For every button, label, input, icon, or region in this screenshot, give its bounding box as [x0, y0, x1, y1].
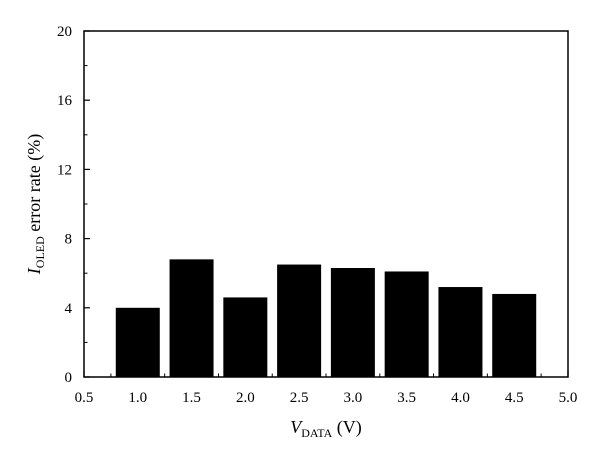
x-tick-label: 3.5 [397, 390, 416, 406]
bar [438, 287, 483, 377]
x-tick-label: 1.5 [182, 390, 201, 406]
y-axis-label-main: I [24, 267, 44, 275]
x-axis-label-unit: (V) [332, 417, 362, 438]
y-tick-label: 20 [57, 24, 72, 40]
x-axis-label-main: V [290, 417, 303, 437]
ticks-group [83, 30, 569, 378]
y-tick-label: 12 [57, 162, 72, 178]
bar [330, 268, 375, 377]
bar [115, 307, 160, 377]
bar [223, 297, 268, 377]
x-tick-label: 4.0 [451, 390, 470, 406]
x-tick-label: 0.5 [75, 390, 94, 406]
bar [277, 264, 322, 377]
y-tick-labels: 0 4 8 12 16 20 [57, 24, 73, 386]
y-tick-label: 0 [65, 370, 73, 386]
y-tick-label: 4 [65, 301, 73, 317]
y-axis-label-unit: error rate (%) [24, 134, 45, 236]
x-tick-label: 1.0 [128, 390, 147, 406]
x-tick-label: 2.5 [290, 390, 309, 406]
bars-group [115, 259, 537, 377]
bar [384, 271, 429, 377]
x-axis-label-sub: DATA [301, 426, 332, 440]
x-tick-label: 4.5 [505, 390, 524, 406]
x-tick-label: 3.0 [344, 390, 363, 406]
x-axis-label: VDATA (V) [290, 417, 362, 440]
bar [169, 259, 214, 377]
x-tick-label: 2.0 [236, 390, 255, 406]
x-tick-label: 5.0 [559, 390, 578, 406]
y-axis-label: IOLED error rate (%) [24, 134, 47, 275]
x-tick-labels: 0.5 1.0 1.5 2.0 2.5 3.0 3.5 4.0 4.5 5.0 [75, 390, 578, 406]
bar [492, 293, 537, 377]
y-tick-label: 16 [57, 93, 73, 109]
y-tick-label: 8 [65, 232, 73, 248]
y-axis-label-sub: OLED [33, 236, 47, 268]
